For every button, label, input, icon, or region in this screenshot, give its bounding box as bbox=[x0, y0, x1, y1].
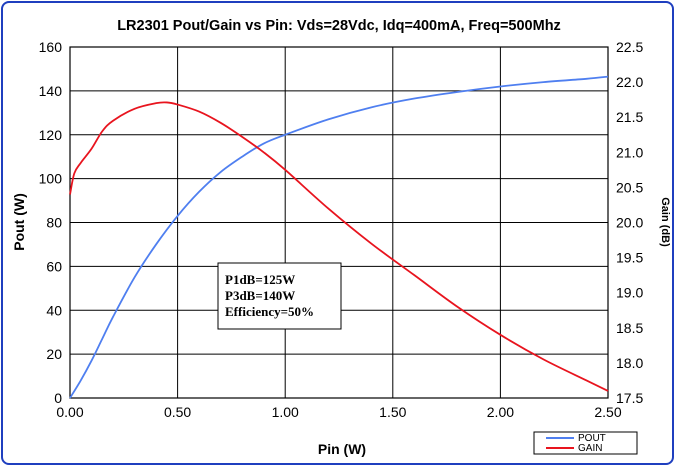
legend-label-gain: GAIN bbox=[578, 443, 602, 454]
x-tick-label: 2.00 bbox=[487, 404, 514, 420]
x-axis-title: Pin (W) bbox=[318, 441, 366, 457]
y-tick-label: 0 bbox=[54, 390, 62, 406]
y2-tick-label: 21.0 bbox=[616, 144, 643, 160]
annotation-line-p3db: P3dB=140W bbox=[225, 288, 295, 303]
y-tick-labels: 0 20 40 60 80 100 120 140 160 bbox=[39, 39, 63, 406]
y-tick-label: 120 bbox=[39, 127, 63, 143]
grid bbox=[69, 46, 609, 399]
legend: POUT GAIN bbox=[533, 431, 638, 455]
y2-tick-label: 18.5 bbox=[616, 320, 643, 336]
y-tick-label: 80 bbox=[46, 215, 62, 231]
legend-label-pout: POUT bbox=[578, 433, 606, 444]
y2-tick-label: 21.5 bbox=[616, 109, 643, 125]
y2-tick-label: 20.5 bbox=[616, 179, 643, 195]
y-tick-label: 60 bbox=[46, 258, 62, 274]
annotation-line-p1db: P1dB=125W bbox=[225, 272, 295, 287]
x-tick-label: 2.50 bbox=[594, 404, 621, 420]
x-tick-label: 1.00 bbox=[272, 404, 299, 420]
x-tick-labels: 0.00 0.50 1.00 1.50 2.00 2.50 bbox=[56, 404, 621, 420]
y-tick-label: 160 bbox=[39, 39, 63, 55]
annotation-box: P1dB=125W P3dB=140W Efficiency=50% bbox=[217, 262, 342, 330]
y2-tick-label: 22.5 bbox=[616, 39, 643, 55]
y2-tick-label: 19.0 bbox=[616, 285, 643, 301]
y2-tick-labels: 17.5 18.0 18.5 19.0 19.5 20.0 20.5 21.0 21.5 22.0… bbox=[616, 39, 643, 406]
series-line-pout bbox=[69, 75, 609, 399]
chart-frame bbox=[1, 1, 674, 465]
y2-tick-label: 17.5 bbox=[616, 390, 643, 406]
y-tick-label: 100 bbox=[39, 171, 63, 187]
plot-area-border bbox=[69, 46, 609, 399]
x-tick-label: 0.50 bbox=[164, 404, 191, 420]
y-tick-label: 140 bbox=[39, 83, 63, 99]
y-tick-label: 20 bbox=[46, 346, 62, 362]
y2-tick-label: 18.0 bbox=[616, 355, 643, 371]
x-tick-label: 1.50 bbox=[379, 404, 406, 420]
y2-tick-label: 22.0 bbox=[616, 74, 643, 90]
chart-title: LR2301 Pout/Gain vs Pin: Vds=28Vdc, Idq=… bbox=[117, 18, 561, 34]
annotation-line-efficiency: Efficiency=50% bbox=[225, 304, 314, 319]
plot-lines bbox=[69, 75, 609, 399]
x-tick-label: 0.00 bbox=[56, 404, 83, 420]
y2-tick-label: 20.0 bbox=[616, 215, 643, 231]
y2-tick-label: 19.5 bbox=[616, 250, 643, 266]
series-line-gain bbox=[69, 101, 609, 392]
y2-axis-title: Gain (dB) bbox=[659, 197, 671, 247]
y-tick-label: 40 bbox=[46, 302, 62, 318]
y-axis-title: Pout (W) bbox=[11, 193, 27, 251]
